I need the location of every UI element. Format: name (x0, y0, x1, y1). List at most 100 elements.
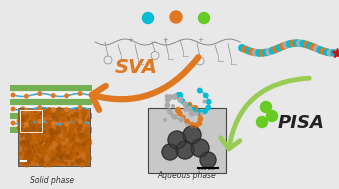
Circle shape (52, 133, 56, 137)
Circle shape (62, 113, 65, 116)
Circle shape (51, 150, 55, 154)
Circle shape (85, 110, 87, 112)
Circle shape (23, 161, 28, 166)
Circle shape (178, 93, 182, 97)
Circle shape (198, 88, 202, 93)
Circle shape (33, 125, 38, 130)
Circle shape (67, 135, 70, 137)
Circle shape (31, 113, 34, 117)
Circle shape (317, 47, 323, 53)
Circle shape (34, 158, 39, 163)
Circle shape (64, 146, 69, 151)
Circle shape (185, 119, 190, 124)
Circle shape (60, 160, 63, 163)
Circle shape (73, 155, 75, 157)
Circle shape (81, 118, 85, 122)
Circle shape (48, 121, 53, 125)
Circle shape (300, 40, 306, 47)
Circle shape (186, 124, 188, 126)
Circle shape (195, 112, 198, 115)
Circle shape (72, 135, 75, 138)
Circle shape (69, 152, 75, 158)
Circle shape (168, 131, 186, 149)
Circle shape (86, 152, 87, 153)
Circle shape (172, 115, 174, 117)
Circle shape (55, 114, 56, 115)
Circle shape (24, 153, 28, 156)
Circle shape (57, 155, 59, 157)
Circle shape (61, 125, 66, 131)
Circle shape (24, 149, 27, 151)
Circle shape (21, 145, 22, 146)
Circle shape (63, 154, 65, 156)
Circle shape (31, 141, 34, 144)
Circle shape (56, 112, 61, 117)
Circle shape (76, 153, 78, 155)
Circle shape (31, 159, 33, 161)
Circle shape (183, 126, 201, 144)
Circle shape (178, 98, 182, 102)
Circle shape (77, 128, 81, 132)
Bar (10, 92, 92, 98)
Circle shape (82, 143, 84, 146)
Circle shape (177, 93, 181, 97)
Circle shape (85, 145, 87, 146)
Circle shape (35, 130, 40, 135)
Circle shape (40, 140, 42, 141)
Circle shape (81, 134, 85, 138)
Circle shape (84, 140, 89, 145)
Circle shape (26, 135, 30, 139)
Circle shape (57, 139, 60, 143)
Circle shape (74, 134, 75, 135)
Bar (10, 120, 92, 126)
Circle shape (200, 152, 216, 168)
Circle shape (38, 139, 43, 144)
Circle shape (52, 122, 55, 125)
Circle shape (165, 103, 170, 107)
Circle shape (58, 131, 60, 134)
Circle shape (45, 145, 48, 149)
Circle shape (78, 122, 80, 124)
Circle shape (303, 41, 310, 48)
Circle shape (38, 135, 41, 138)
Circle shape (57, 146, 62, 151)
Circle shape (76, 160, 80, 164)
Circle shape (51, 132, 55, 136)
Circle shape (80, 160, 82, 162)
Circle shape (78, 121, 82, 125)
Circle shape (62, 161, 63, 162)
Circle shape (27, 155, 28, 156)
Circle shape (68, 129, 73, 134)
Circle shape (38, 120, 42, 123)
Circle shape (65, 155, 68, 158)
Circle shape (46, 138, 51, 142)
Circle shape (71, 162, 74, 166)
Circle shape (25, 111, 27, 112)
Circle shape (20, 141, 25, 146)
Circle shape (35, 135, 37, 137)
Circle shape (19, 115, 24, 121)
Circle shape (61, 118, 65, 122)
Circle shape (197, 110, 202, 114)
Circle shape (239, 45, 245, 51)
Circle shape (32, 135, 37, 141)
Circle shape (64, 146, 66, 148)
Circle shape (19, 112, 22, 116)
Circle shape (27, 145, 33, 150)
Circle shape (53, 137, 55, 140)
Circle shape (23, 144, 27, 148)
FancyArrowPatch shape (221, 78, 309, 149)
Circle shape (54, 164, 55, 165)
Circle shape (62, 151, 66, 155)
Circle shape (331, 50, 337, 56)
Circle shape (197, 121, 202, 125)
Circle shape (34, 125, 37, 129)
Circle shape (167, 109, 172, 114)
Circle shape (51, 135, 55, 138)
Circle shape (263, 49, 269, 56)
Circle shape (79, 161, 80, 163)
Circle shape (24, 157, 29, 162)
Circle shape (86, 141, 92, 146)
Text: 200 nm: 200 nm (198, 167, 215, 171)
Circle shape (79, 127, 81, 129)
